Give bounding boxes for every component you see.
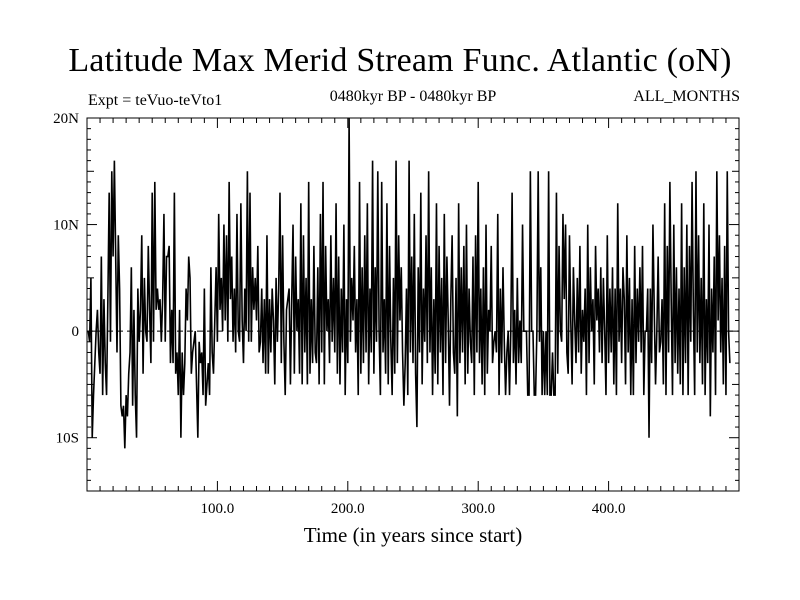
x-tick-label: 300.0 — [461, 501, 495, 517]
plot-area — [87, 117, 739, 449]
series-line-0 — [87, 117, 731, 449]
x-tick-label: 400.0 — [592, 501, 626, 517]
period-label: 0480kyr BP - 0480kyr BP — [329, 88, 497, 105]
tick-labels: 100.0 200.0 300.0 400.0 20N 10N 0 10S — [53, 111, 625, 517]
x-axis-label: Time (in years since start) — [303, 523, 523, 547]
months-label: ALL_MONTHS — [633, 88, 740, 105]
y-tick-label: 0 — [72, 324, 80, 340]
axes — [86, 117, 740, 492]
y-tick-label: 10S — [56, 431, 79, 447]
y-tick-label: 10N — [53, 218, 79, 234]
experiment-label: Expt = teVuo-teVto1 — [88, 92, 223, 109]
x-tick-label: 100.0 — [201, 501, 235, 517]
chart-title: Latitude Max Merid Stream Func. Atlantic… — [68, 42, 732, 79]
x-tick-label: 200.0 — [331, 501, 365, 517]
y-tick-label: 20N — [53, 111, 79, 127]
